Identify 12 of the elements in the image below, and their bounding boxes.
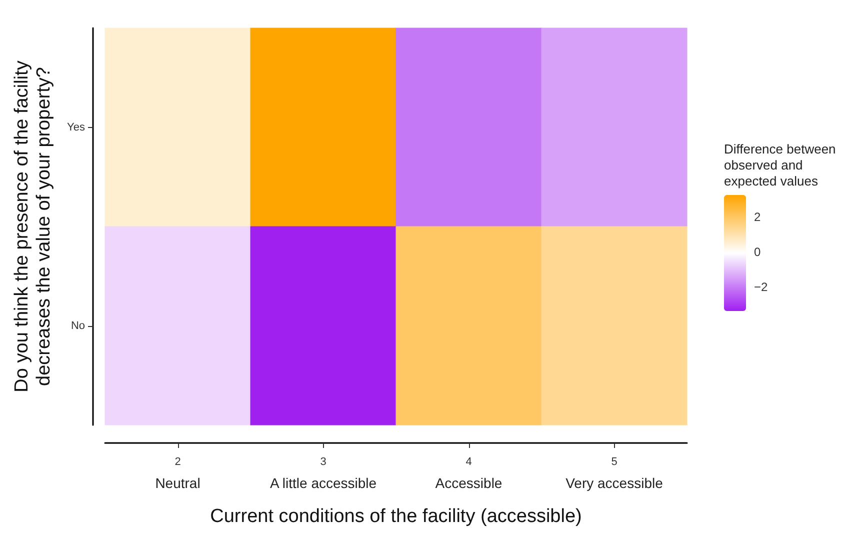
y-axis-title: Do you think the presence of the facility decreases the value of your property?: [12, 60, 54, 392]
color-bar-label: 0: [754, 245, 761, 259]
x-tick-label: 3 A little accessible: [270, 456, 377, 491]
x-tick-label: 2 Neutral: [155, 456, 200, 491]
x-axis-title: Current conditions of the facility (accessible): [210, 506, 582, 527]
y-tick-label: No: [70, 320, 85, 332]
y-tick-label: Yes: [67, 121, 86, 134]
x-tick-label: 4 Accessible: [435, 456, 502, 491]
x-tick-label: 5 Very accessible: [566, 456, 664, 491]
legend-title: Difference between observed and expected values: [724, 142, 840, 188]
color-bar-label: −2: [754, 280, 768, 294]
color-bar-label: 2: [754, 210, 761, 224]
